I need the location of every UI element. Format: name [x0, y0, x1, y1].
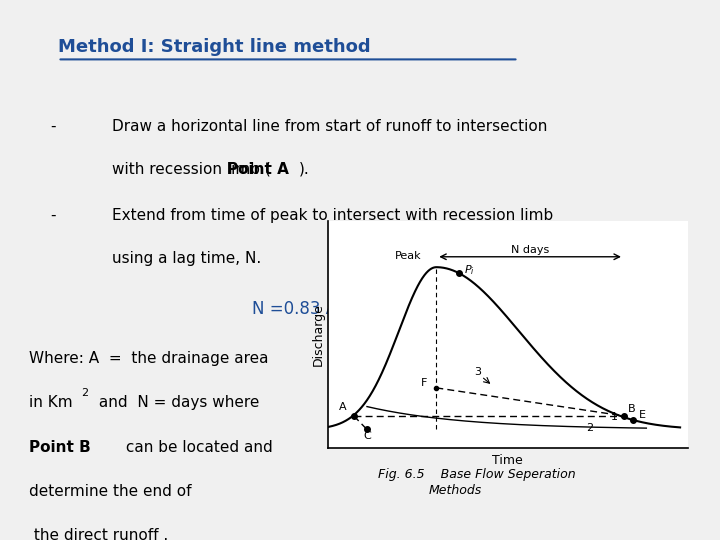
Text: C: C — [363, 431, 371, 441]
Text: -: - — [50, 208, 56, 223]
Text: A: A — [339, 402, 346, 411]
Text: Point A: Point A — [227, 162, 289, 177]
Text: ).: ). — [299, 162, 310, 177]
Text: B: B — [628, 404, 635, 414]
Text: Methods: Methods — [428, 484, 482, 497]
Text: E: E — [639, 410, 646, 420]
Text: the direct runoff .: the direct runoff . — [29, 528, 168, 540]
Text: 0.2: 0.2 — [378, 297, 396, 307]
Text: determine the end of: determine the end of — [29, 484, 192, 499]
Text: in Km: in Km — [29, 395, 73, 410]
Text: 2: 2 — [81, 388, 88, 399]
Text: Draw a horizontal line from start of runoff to intersection: Draw a horizontal line from start of run… — [112, 119, 547, 134]
Text: 2: 2 — [586, 422, 593, 433]
Text: N days: N days — [511, 245, 549, 255]
Y-axis label: Discharge: Discharge — [312, 303, 325, 366]
Text: Method I: Straight line method: Method I: Straight line method — [58, 38, 370, 56]
Text: using a lag time, N.: using a lag time, N. — [112, 251, 261, 266]
Text: Point B: Point B — [29, 440, 91, 455]
Text: and  N = days where: and N = days where — [94, 395, 259, 410]
Text: -: - — [50, 119, 56, 134]
Text: can be located and: can be located and — [121, 440, 273, 455]
Text: 3: 3 — [474, 367, 481, 377]
Text: F: F — [420, 378, 427, 388]
Text: $P_i$: $P_i$ — [464, 263, 475, 277]
Text: Where: A  =  the drainage area: Where: A = the drainage area — [29, 351, 269, 366]
Text: Fig. 6.5    Base Flow Seperation: Fig. 6.5 Base Flow Seperation — [378, 468, 575, 481]
Text: N =0.83 A: N =0.83 A — [252, 300, 337, 318]
Text: Extend from time of peak to intersect with recession limb: Extend from time of peak to intersect wi… — [112, 208, 553, 223]
Text: 1: 1 — [611, 412, 618, 422]
Text: with recession limb (: with recession limb ( — [112, 162, 270, 177]
X-axis label: Time: Time — [492, 454, 523, 467]
Text: Peak: Peak — [395, 251, 421, 261]
